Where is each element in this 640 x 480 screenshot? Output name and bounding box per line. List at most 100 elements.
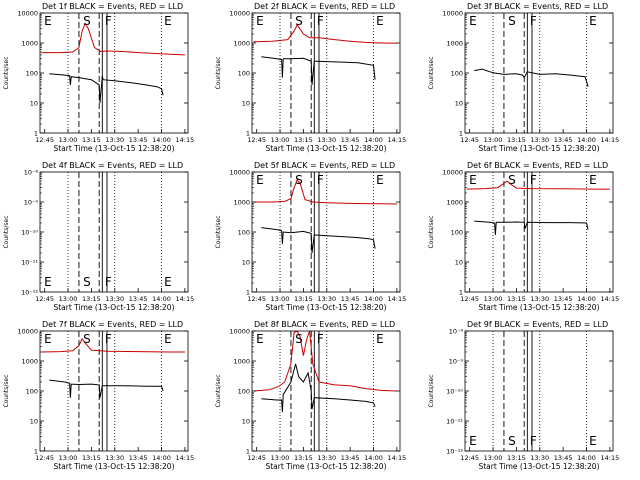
x-tick-label: 12:45 bbox=[247, 454, 266, 462]
x-tick-label: 12:45 bbox=[35, 136, 54, 144]
event-marker-E: E bbox=[589, 434, 597, 448]
x-tick-label: 13:30 bbox=[530, 136, 549, 144]
x-tick-label: 13:15 bbox=[507, 454, 526, 462]
x-tick-label: 13:45 bbox=[129, 136, 148, 144]
x-tick-label: 13:30 bbox=[105, 295, 124, 303]
x-tick-label: 14:15 bbox=[176, 454, 195, 462]
x-axis-label: Start Time (13-Oct-15 12:38:20) bbox=[478, 144, 599, 153]
x-tick-label: 13:15 bbox=[294, 454, 313, 462]
y-tick-label: 10000 bbox=[229, 328, 250, 336]
x-tick-label: 13:30 bbox=[105, 454, 124, 462]
panel-2: Det 2f BLACK = Events, RED = LLD 1 10 100 10… bbox=[215, 2, 406, 153]
y-tick-label: 10 bbox=[30, 418, 38, 426]
event-marker-S: S bbox=[508, 173, 516, 187]
x-tick-label: 13:30 bbox=[317, 454, 336, 462]
event-marker-E: E bbox=[256, 332, 264, 346]
x-tick-label: 13:45 bbox=[554, 136, 573, 144]
x-tick-label: 13:45 bbox=[554, 295, 573, 303]
event-marker-S: S bbox=[83, 332, 91, 346]
y-axis-label: Counts/sec bbox=[3, 374, 10, 407]
panel-9: Det 9f BLACK = Events, RED = LLD 10⁻¹² 10⁻… bbox=[428, 320, 619, 471]
x-tick-label: 14:00 bbox=[364, 295, 383, 303]
y-tick-label: 10 bbox=[242, 259, 250, 267]
plot-frame bbox=[39, 330, 189, 452]
plot-frame bbox=[39, 171, 189, 293]
y-tick-label: 10⁻¹¹ bbox=[21, 259, 38, 267]
x-tick-label: 13:15 bbox=[294, 295, 313, 303]
y-axis-label: Counts/sec bbox=[215, 215, 222, 248]
event-marker-F: F bbox=[530, 173, 537, 187]
x-axis-label: Start Time (13-Oct-15 12:38:20) bbox=[265, 303, 386, 312]
y-tick-label: 10⁻¹⁰ bbox=[21, 229, 38, 237]
panel-title: Det 3f BLACK = Events, RED = LLD bbox=[467, 2, 608, 11]
panel-6: Det 6f BLACK = Events, RED = LLD 1 10 100 10… bbox=[428, 161, 619, 312]
event-marker-S: S bbox=[508, 434, 516, 448]
x-tick-label: 13:00 bbox=[271, 295, 290, 303]
y-tick-label: 10⁻⁹ bbox=[24, 199, 39, 207]
y-tick-label: 1 bbox=[246, 448, 250, 456]
x-tick-label: 13:45 bbox=[341, 136, 360, 144]
x-tick-label: 14:00 bbox=[364, 454, 383, 462]
y-tick-label: 1000 bbox=[233, 40, 250, 48]
x-tick-label: 13:30 bbox=[105, 136, 124, 144]
x-tick-label: 14:00 bbox=[577, 136, 596, 144]
y-axis-label: Counts/sec bbox=[428, 215, 435, 248]
events-series bbox=[474, 220, 589, 235]
x-tick-label: 14:15 bbox=[388, 454, 407, 462]
events-series bbox=[49, 73, 164, 104]
y-tick-label: 1 bbox=[459, 130, 463, 138]
x-tick-label: 13:15 bbox=[507, 295, 526, 303]
x-tick-label: 13:30 bbox=[530, 454, 549, 462]
events-series bbox=[49, 379, 164, 398]
y-tick-label: 1000 bbox=[233, 358, 250, 366]
x-tick-label: 13:00 bbox=[271, 136, 290, 144]
event-marker-F: F bbox=[105, 14, 112, 28]
x-tick-label: 13:00 bbox=[59, 295, 78, 303]
event-marker-E: E bbox=[589, 14, 597, 28]
y-tick-label: 1000 bbox=[21, 358, 38, 366]
x-tick-label: 14:00 bbox=[577, 454, 596, 462]
panel-title: Det 5f BLACK = Events, RED = LLD bbox=[254, 161, 395, 170]
y-tick-label: 10⁻¹² bbox=[21, 289, 38, 297]
x-tick-label: 14:15 bbox=[601, 454, 620, 462]
x-tick-label: 13:45 bbox=[129, 454, 148, 462]
y-axis-label: Counts/sec bbox=[215, 56, 222, 89]
y-axis-label: Counts/sec bbox=[3, 56, 10, 89]
y-tick-label: 10000 bbox=[17, 328, 38, 336]
event-marker-S: S bbox=[295, 14, 303, 28]
panel-title: Det 2f BLACK = Events, RED = LLD bbox=[254, 2, 395, 11]
y-tick-label: 1000 bbox=[446, 199, 463, 207]
x-axis-label: Start Time (13-Oct-15 12:38:20) bbox=[53, 144, 174, 153]
y-tick-label: 1 bbox=[34, 448, 38, 456]
y-tick-label: 100 bbox=[26, 388, 38, 396]
panel-4: Det 4f BLACK = Events, RED = LLD 10⁻¹² 10⁻… bbox=[3, 161, 194, 312]
x-tick-label: 14:00 bbox=[364, 136, 383, 144]
y-tick-label: 1 bbox=[246, 289, 250, 297]
x-tick-label: 13:00 bbox=[484, 295, 503, 303]
y-tick-label: 1000 bbox=[233, 199, 250, 207]
y-tick-label: 10000 bbox=[229, 10, 250, 18]
event-marker-F: F bbox=[317, 14, 324, 28]
event-marker-F: F bbox=[317, 332, 324, 346]
plot-frame bbox=[464, 171, 614, 293]
y-tick-label: 10000 bbox=[17, 10, 38, 18]
event-marker-F: F bbox=[105, 332, 112, 346]
x-tick-label: 12:45 bbox=[460, 136, 479, 144]
panel-title: Det 7f BLACK = Events, RED = LLD bbox=[42, 320, 183, 329]
panel-3: Det 3f BLACK = Events, RED = LLD 1 10 100 10… bbox=[428, 2, 619, 153]
event-marker-E: E bbox=[44, 275, 52, 289]
y-tick-label: 10 bbox=[30, 100, 38, 108]
y-tick-label: 10⁻⁹ bbox=[449, 358, 464, 366]
y-tick-label: 10 bbox=[455, 259, 463, 267]
y-tick-label: 10 bbox=[455, 100, 463, 108]
x-tick-label: 12:45 bbox=[247, 295, 266, 303]
event-marker-F: F bbox=[105, 275, 112, 289]
plot-frame bbox=[251, 12, 401, 134]
x-tick-label: 13:45 bbox=[554, 454, 573, 462]
x-tick-label: 13:30 bbox=[530, 295, 549, 303]
x-tick-label: 13:00 bbox=[271, 454, 290, 462]
plot-frame bbox=[464, 330, 614, 452]
panel-1: Det 1f BLACK = Events, RED = LLD 1 10 100 10… bbox=[3, 2, 194, 153]
y-tick-label: 10000 bbox=[442, 10, 463, 18]
